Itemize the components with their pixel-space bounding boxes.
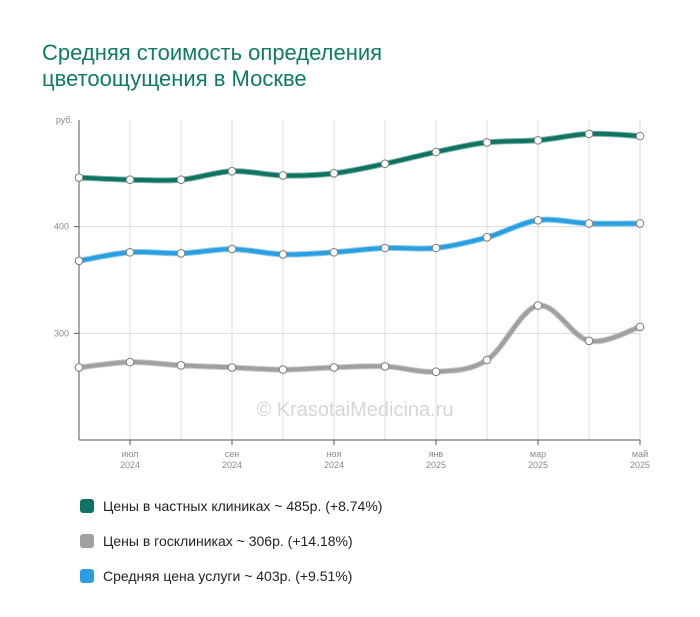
x-tick-label-month: мар	[530, 449, 546, 459]
chart-title-line-2: цветоощущения в Москве	[42, 66, 307, 91]
data-point[interactable]	[635, 322, 645, 332]
series-public	[74, 301, 645, 377]
data-point[interactable]	[227, 166, 237, 176]
series-line	[77, 217, 642, 263]
data-point[interactable]	[431, 367, 441, 377]
legend-item-private[interactable]: Цены в частных клиниках ~ 485р. (+8.74%)	[80, 488, 382, 523]
data-point[interactable]	[380, 159, 390, 169]
data-point[interactable]	[584, 336, 594, 346]
data-point[interactable]	[431, 243, 441, 253]
data-point[interactable]	[329, 169, 339, 178]
data-point[interactable]	[176, 361, 186, 370]
x-tick-label-month: ноя	[327, 449, 342, 459]
data-point[interactable]	[125, 175, 135, 185]
y-tick-label: 300	[54, 328, 69, 338]
data-point[interactable]	[125, 247, 135, 257]
legend-label-public: Цены в госклиниках ~ 306р. (+14.18%)	[103, 532, 353, 549]
legend-swatch-public	[80, 533, 94, 548]
axes: 300400руб.июл2024сен2024ноя2024янв2025ма…	[54, 115, 650, 470]
chart-title: Средняя стоимость определения цветоощуще…	[42, 40, 642, 92]
legend-item-public[interactable]: Цены в госклиниках ~ 306р. (+14.18%)	[80, 523, 382, 558]
chart-title-line-1: Средняя стоимость определения	[42, 40, 383, 65]
data-point[interactable]	[431, 147, 441, 157]
data-point[interactable]	[635, 131, 645, 141]
data-point[interactable]	[584, 129, 594, 139]
watermark: © KrasotaiMedicina.ru	[256, 399, 453, 421]
x-tick-label-month: май	[632, 449, 648, 459]
data-point[interactable]	[482, 138, 492, 147]
data-point[interactable]	[227, 244, 237, 254]
series-line-shadow	[76, 130, 643, 184]
x-tick-label-month: сен	[225, 449, 240, 459]
data-point[interactable]	[176, 249, 186, 258]
x-tick-label-year: 2025	[426, 460, 446, 470]
series	[74, 129, 645, 377]
data-point[interactable]	[329, 247, 339, 257]
series-average	[74, 215, 645, 266]
data-point[interactable]	[278, 365, 288, 374]
legend-swatch-private	[80, 498, 94, 513]
data-point[interactable]	[278, 250, 288, 259]
x-tick-label-year: 2025	[630, 460, 650, 470]
data-point[interactable]	[74, 363, 84, 372]
series-private	[74, 129, 645, 185]
data-point[interactable]	[482, 355, 492, 365]
legend-item-average[interactable]: Средняя цена услуги ~ 403р. (+9.51%)	[80, 558, 382, 593]
legend: Цены в частных клиниках ~ 485р. (+8.74%)…	[80, 488, 382, 593]
x-tick-label-year: 2024	[120, 460, 140, 470]
x-tick-label-year: 2024	[222, 460, 242, 470]
data-point[interactable]	[635, 219, 645, 228]
y-unit-label: руб.	[56, 115, 73, 125]
data-point[interactable]	[584, 219, 594, 228]
x-tick-label-year: 2025	[528, 460, 548, 470]
data-point[interactable]	[482, 233, 492, 242]
data-point[interactable]	[533, 215, 543, 225]
legend-swatch-average	[80, 568, 94, 583]
x-tick-label-month: июл	[122, 449, 139, 459]
x-tick-label-month: янв	[429, 449, 444, 459]
data-point[interactable]	[74, 256, 84, 266]
data-point[interactable]	[329, 363, 339, 372]
data-point[interactable]	[227, 363, 237, 372]
data-point[interactable]	[533, 301, 543, 310]
legend-label-average: Средняя цена услуги ~ 403р. (+9.51%)	[103, 567, 353, 584]
data-point[interactable]	[74, 173, 84, 182]
data-point[interactable]	[278, 171, 288, 180]
legend-label-private: Цены в частных клиниках ~ 485р. (+8.74%)	[103, 497, 383, 514]
data-point[interactable]	[380, 362, 390, 371]
data-point[interactable]	[176, 175, 186, 185]
data-point[interactable]	[125, 357, 135, 367]
y-tick-label: 400	[54, 222, 69, 232]
x-tick-label-year: 2024	[324, 460, 344, 470]
data-point[interactable]	[380, 243, 390, 253]
data-point[interactable]	[533, 135, 543, 145]
